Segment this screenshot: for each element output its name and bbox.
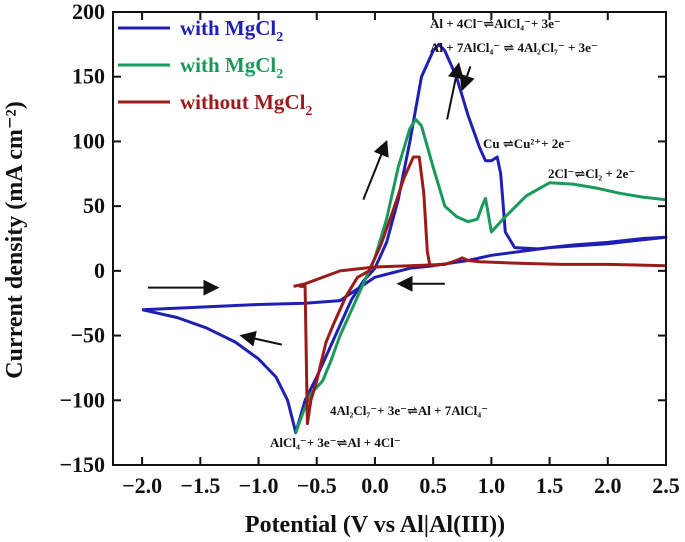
y-tick-label: −100 [59, 387, 105, 412]
plot-frame [112, 11, 667, 466]
x-tick-label: 1.0 [478, 473, 506, 498]
ticks-group: −2.0 −1.5 −1.0 −0.5 0.0 0.5 1.0 1.5 2.0 2.5 −150 −1… [59, 0, 679, 498]
direction-arrow [362, 139, 389, 201]
legend-label: with MgCl2 [180, 16, 283, 45]
annotation-a3: Cu ⇌Cu²⁺+ 2e⁻ [483, 136, 571, 151]
annotations-group: Al + 4Cl⁻⇌AlCl₄⁻+ 3e⁻ Al + 7AlCl₄⁻ ⇌ 4Al₂… [270, 16, 635, 450]
legend-subscript: 2 [276, 30, 283, 45]
arrows-group [147, 62, 475, 347]
x-axis-title: Potential (V vs Al|Al(III)) [245, 512, 505, 538]
legend-label: with MgCl2 [180, 53, 283, 82]
x-tick-label: −0.5 [297, 473, 337, 498]
legend-label: without MgCl2 [180, 90, 312, 119]
y-tick-label: −150 [59, 452, 105, 477]
y-tick-label: 0 [94, 258, 105, 283]
series-line-2 [294, 117, 667, 434]
x-tick-label: 2.5 [652, 473, 680, 498]
annotation-a2: Al + 7AlCl₄⁻ ⇌ 4Al₂Cl₇⁻ + 3e⁻ [430, 40, 598, 55]
x-tick-label: 2.0 [594, 473, 622, 498]
axes-frame [112, 11, 667, 466]
y-tick-label: 100 [72, 128, 105, 153]
legend-subscript: 2 [276, 67, 283, 82]
direction-arrow [239, 330, 283, 347]
y-tick-label: −50 [70, 323, 105, 348]
x-tick-label: 0.5 [419, 473, 447, 498]
y-tick-label: 150 [72, 64, 105, 89]
direction-arrow [446, 62, 464, 120]
annotation-a1: Al + 4Cl⁻⇌AlCl₄⁻+ 3e⁻ [430, 16, 561, 31]
y-tick-label: 200 [72, 0, 105, 24]
x-tick-label: 1.5 [536, 473, 564, 498]
x-tick-label: 0.0 [361, 473, 389, 498]
y-tick-label: 50 [83, 193, 105, 218]
x-tick-label: −2.0 [122, 473, 162, 498]
series-line-3 [299, 155, 667, 426]
series-group [141, 42, 668, 435]
series-line-4 [293, 262, 445, 288]
legend: with MgCl2 with MgCl2 without MgCl2 [118, 16, 312, 119]
x-tick-label: −1.5 [180, 473, 220, 498]
annotation-a4: 2Cl⁻⇌Cl₂ + 2e⁻ [548, 166, 635, 181]
annotation-a6: AlCl₄⁻+ 3e⁻⇌Al + 4Cl⁻ [270, 435, 401, 450]
x-tick-label: −1.0 [239, 473, 279, 498]
annotation-a5: 4Al₂Cl₇⁻+ 3e⁻⇌Al + 7AlCl₄⁻ [330, 403, 488, 418]
direction-arrow [459, 66, 475, 92]
legend-subscript: 2 [305, 104, 312, 119]
y-axis-title: Current density (mA cm⁻²) [2, 101, 28, 378]
